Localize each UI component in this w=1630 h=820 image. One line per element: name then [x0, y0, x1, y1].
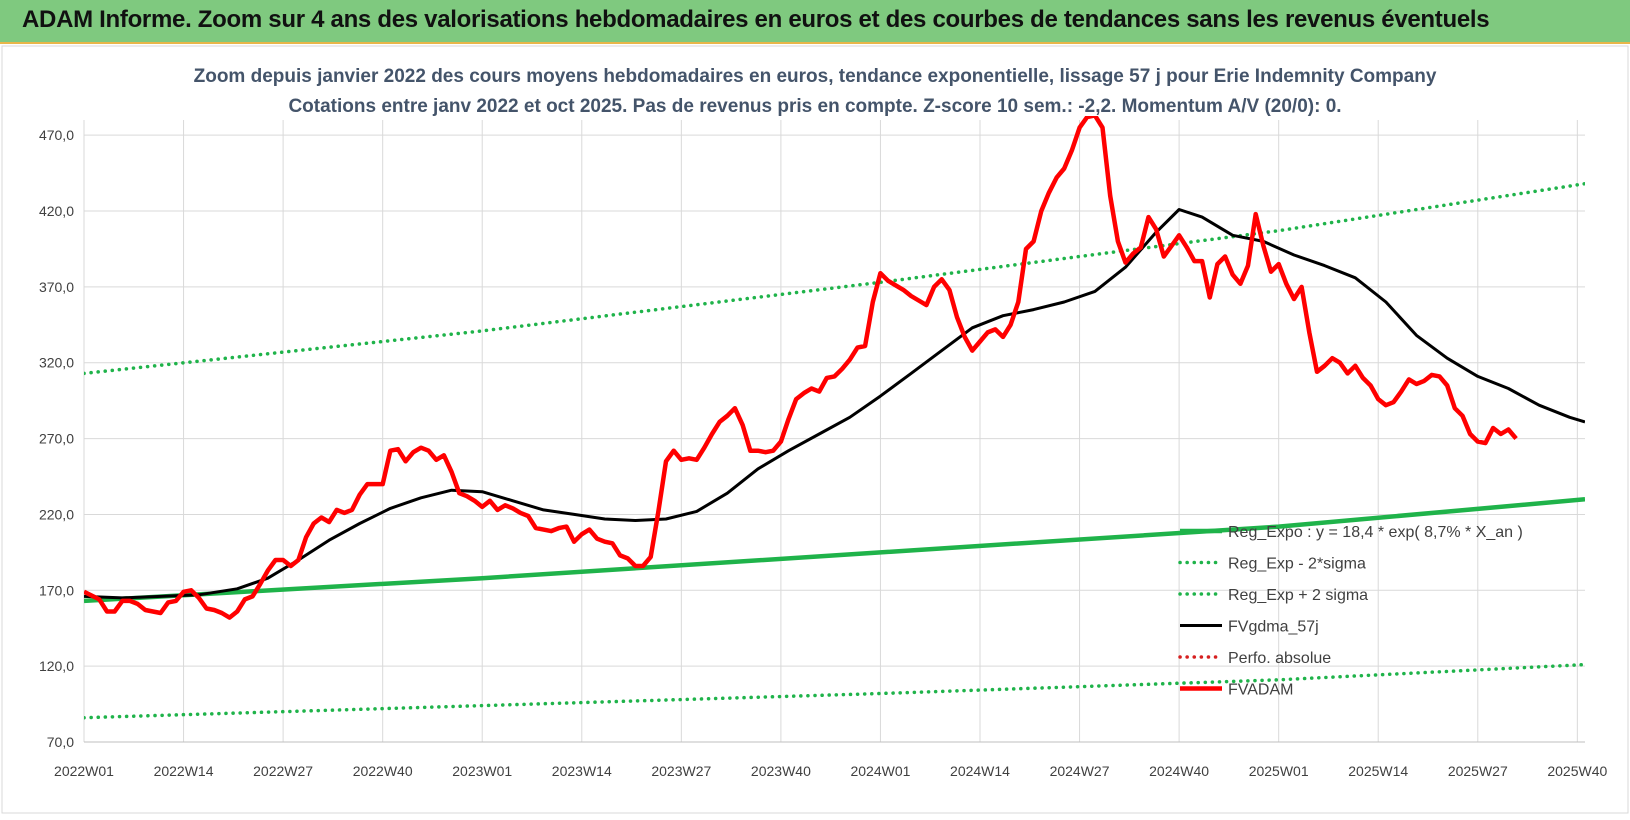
report-header: ADAM Informe. Zoom sur 4 ans des valoris… — [0, 0, 1630, 44]
x-tick-label: 2025W01 — [1249, 763, 1309, 779]
x-tick-label: 2024W27 — [1050, 763, 1110, 779]
x-tick-label: 2025W40 — [1547, 763, 1607, 779]
x-tick-label: 2022W40 — [353, 763, 413, 779]
x-tick-label: 2023W01 — [452, 763, 512, 779]
x-tick-label: 2022W14 — [154, 763, 214, 779]
x-tick-label: 2022W01 — [54, 763, 114, 779]
y-tick-label: 420,0 — [39, 203, 74, 219]
valuation-chart: Zoom depuis janvier 2022 des cours moyen… — [1, 45, 1629, 814]
x-tick-label: 2025W14 — [1348, 763, 1408, 779]
chart-area: Zoom depuis janvier 2022 des cours moyen… — [0, 44, 1630, 815]
x-axis-ticks: 2022W01 2022W14 2022W27 2022W40 2023W01 2023W… — [54, 763, 1607, 779]
y-tick-label: 170,0 — [39, 582, 74, 598]
report-title: ADAM Informe. Zoom sur 4 ans des valoris… — [22, 6, 1490, 33]
fvgdma-57j-line — [84, 208, 1585, 600]
legend-label: Reg_Expo : y = 18,4 * exp( 8,7% * X_an ) — [1228, 524, 1523, 541]
x-tick-label: 2024W40 — [1149, 763, 1209, 779]
chart-border — [1, 45, 1629, 814]
y-axis-ticks: 70,0 120,0 170,0 220,0 270,0 320,0 370,0 420,0 4… — [39, 127, 74, 750]
series-lines — [84, 116, 1585, 720]
x-tick-label: 2023W40 — [751, 763, 811, 779]
chart-title-line1: Zoom depuis janvier 2022 des cours moyen… — [194, 66, 1437, 87]
legend-label: FVADAM — [1228, 682, 1293, 699]
y-tick-label: 120,0 — [39, 658, 74, 674]
y-tick-label: 270,0 — [39, 431, 74, 447]
chart-legend: Reg_Expo : y = 18,4 * exp( 8,7% * X_an )… — [1178, 524, 1523, 699]
y-tick-label: 70,0 — [47, 734, 74, 750]
reg-exp-plus-2sigma-line — [84, 181, 1585, 376]
y-tick-label: 320,0 — [39, 355, 74, 371]
legend-label: Reg_Exp - 2*sigma — [1228, 556, 1366, 573]
legend-label: Perfo. absolue — [1228, 650, 1331, 667]
x-tick-label: 2023W14 — [552, 763, 612, 779]
x-tick-label: 2025W27 — [1448, 763, 1508, 779]
x-tick-label: 2024W14 — [950, 763, 1010, 779]
y-tick-label: 370,0 — [39, 279, 74, 295]
y-tick-label: 470,0 — [39, 127, 74, 143]
x-tick-label: 2022W27 — [253, 763, 313, 779]
legend-label: FVgdma_57j — [1228, 619, 1319, 636]
reg-exp-minus-2sigma-line — [84, 662, 1585, 720]
x-tick-label: 2023W27 — [651, 763, 711, 779]
x-tick-label: 2024W01 — [850, 763, 910, 779]
fvadam-line — [84, 116, 1518, 620]
reg-expo-line — [84, 497, 1585, 604]
legend-label: Reg_Exp + 2 sigma — [1228, 587, 1368, 604]
y-tick-label: 220,0 — [39, 506, 74, 522]
chart-title-line2: Cotations entre janv 2022 et oct 2025. P… — [288, 96, 1341, 117]
grid-lines — [83, 120, 1585, 743]
